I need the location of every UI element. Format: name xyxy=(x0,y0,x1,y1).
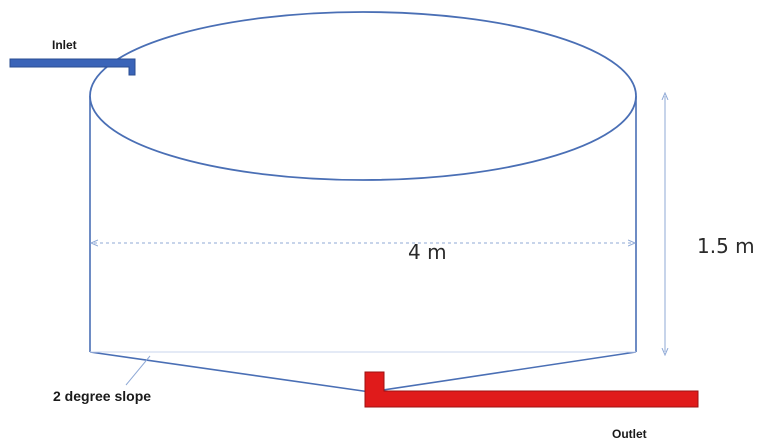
slope-label: 2 degree slope xyxy=(53,388,152,404)
outlet-pipe xyxy=(364,371,699,408)
slope-leader-line xyxy=(125,355,151,386)
outlet-label: Outlet xyxy=(612,427,647,441)
diameter-label: 4 m xyxy=(408,240,447,264)
inlet-pipe xyxy=(9,58,136,76)
tank-top-ellipse xyxy=(89,11,637,181)
tank-sloped-bottom xyxy=(89,351,637,393)
inlet-label: Inlet xyxy=(52,38,77,52)
height-label: 1.5 m xyxy=(697,234,755,258)
